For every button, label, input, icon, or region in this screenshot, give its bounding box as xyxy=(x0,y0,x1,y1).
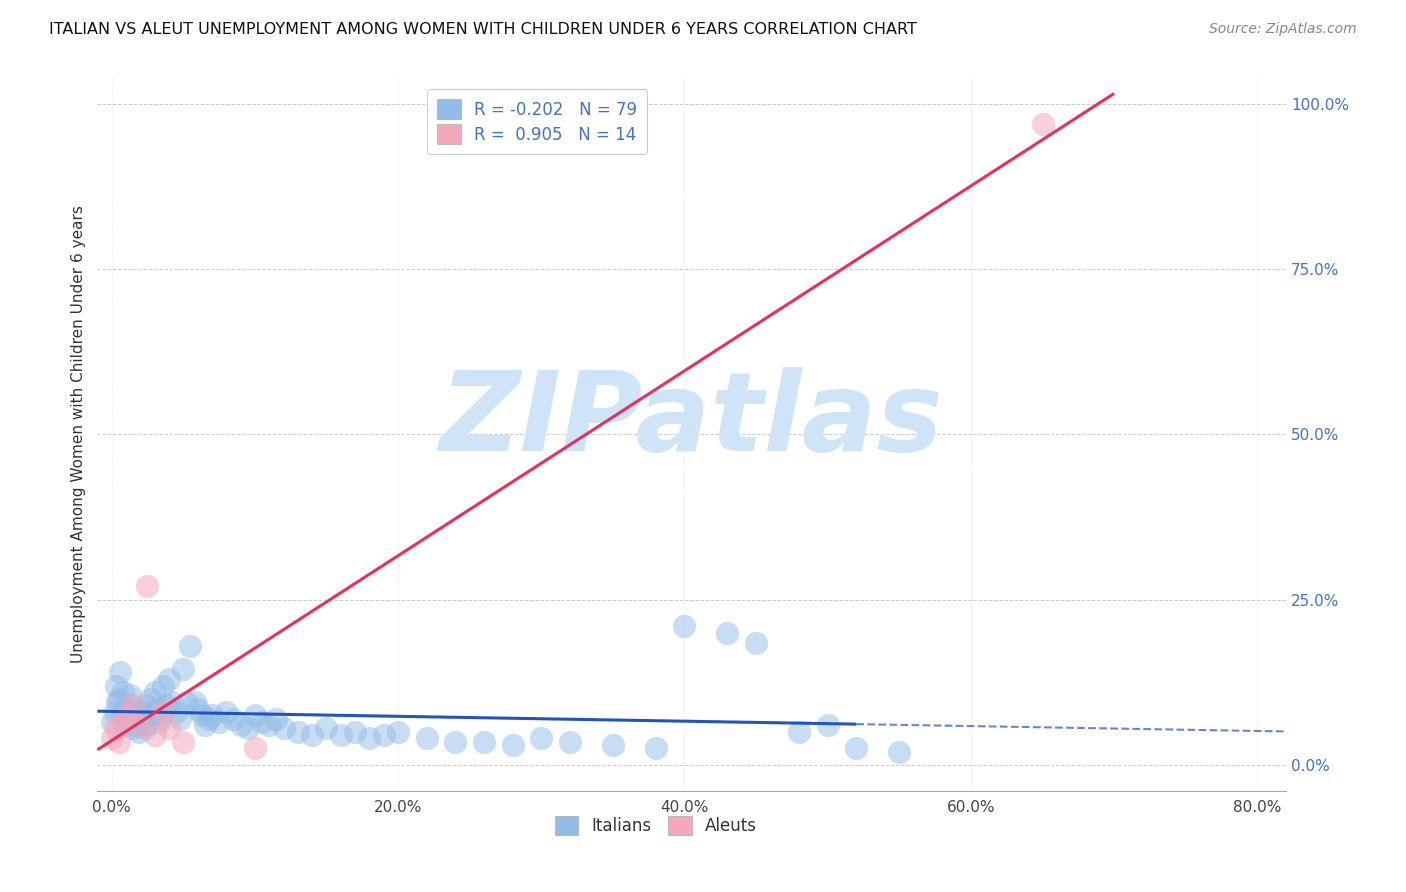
Point xyxy=(111,708,134,723)
Text: ZIPatlas: ZIPatlas xyxy=(440,367,943,474)
Point xyxy=(174,695,197,709)
Point xyxy=(104,722,127,736)
Point xyxy=(416,731,439,746)
Point xyxy=(194,718,217,732)
Point xyxy=(250,714,273,729)
Point xyxy=(105,695,128,709)
Point xyxy=(329,728,352,742)
Point xyxy=(344,724,367,739)
Point xyxy=(115,701,138,715)
Point xyxy=(129,714,152,729)
Point xyxy=(108,735,131,749)
Point xyxy=(243,741,266,756)
Point xyxy=(129,718,152,732)
Point xyxy=(472,735,495,749)
Point xyxy=(172,735,194,749)
Point xyxy=(817,718,839,732)
Point xyxy=(155,698,177,713)
Point xyxy=(136,718,159,732)
Point xyxy=(120,689,142,703)
Point xyxy=(118,698,141,713)
Point xyxy=(100,731,122,746)
Point xyxy=(716,625,738,640)
Point xyxy=(112,685,135,699)
Point xyxy=(139,691,162,706)
Point xyxy=(257,718,280,732)
Point xyxy=(146,701,169,715)
Point xyxy=(160,695,183,709)
Point xyxy=(121,722,143,736)
Point xyxy=(222,712,245,726)
Text: ITALIAN VS ALEUT UNEMPLOYMENT AMONG WOMEN WITH CHILDREN UNDER 6 YEARS CORRELATIO: ITALIAN VS ALEUT UNEMPLOYMENT AMONG WOME… xyxy=(49,22,917,37)
Point xyxy=(229,718,252,732)
Point xyxy=(115,708,138,723)
Point xyxy=(387,724,409,739)
Point xyxy=(745,635,768,649)
Point xyxy=(644,741,666,756)
Text: Source: ZipAtlas.com: Source: ZipAtlas.com xyxy=(1209,22,1357,37)
Point xyxy=(889,745,911,759)
Point xyxy=(114,718,136,732)
Point xyxy=(134,722,156,736)
Point xyxy=(104,679,127,693)
Point xyxy=(191,708,214,723)
Point xyxy=(315,722,337,736)
Point xyxy=(117,712,139,726)
Point xyxy=(124,701,146,715)
Point xyxy=(243,708,266,723)
Point xyxy=(122,698,145,713)
Point xyxy=(184,695,207,709)
Point xyxy=(148,714,170,729)
Point xyxy=(444,735,467,749)
Point xyxy=(122,708,145,723)
Point xyxy=(208,714,231,729)
Point xyxy=(502,738,524,752)
Point xyxy=(215,705,238,719)
Point xyxy=(132,712,155,726)
Point xyxy=(157,672,180,686)
Point xyxy=(172,662,194,676)
Point xyxy=(179,639,201,653)
Point xyxy=(100,714,122,729)
Point xyxy=(558,735,581,749)
Point xyxy=(673,619,696,633)
Point xyxy=(301,728,323,742)
Point xyxy=(1031,117,1053,131)
Point xyxy=(152,679,174,693)
Point xyxy=(143,728,166,742)
Legend: Italians, Aleuts: Italians, Aleuts xyxy=(547,807,765,844)
Point xyxy=(150,708,173,723)
Point xyxy=(373,728,395,742)
Point xyxy=(128,724,150,739)
Point xyxy=(169,712,191,726)
Point xyxy=(135,698,157,713)
Point xyxy=(110,665,132,680)
Point xyxy=(131,705,153,719)
Point xyxy=(845,741,868,756)
Point xyxy=(530,731,553,746)
Point xyxy=(165,705,187,719)
Point xyxy=(201,708,224,723)
Point xyxy=(125,718,148,732)
Point xyxy=(273,722,295,736)
Point xyxy=(143,685,166,699)
Point xyxy=(141,708,163,723)
Y-axis label: Unemployment Among Women with Children Under 6 years: Unemployment Among Women with Children U… xyxy=(72,205,86,664)
Point xyxy=(198,712,221,726)
Point xyxy=(103,705,125,719)
Point xyxy=(157,722,180,736)
Point xyxy=(187,701,209,715)
Point xyxy=(287,724,309,739)
Point xyxy=(112,714,135,729)
Point xyxy=(108,691,131,706)
Point xyxy=(127,712,149,726)
Point xyxy=(602,738,624,752)
Point xyxy=(236,722,259,736)
Point xyxy=(136,579,159,593)
Point xyxy=(359,731,381,746)
Point xyxy=(787,724,810,739)
Point xyxy=(150,705,173,719)
Point xyxy=(266,712,288,726)
